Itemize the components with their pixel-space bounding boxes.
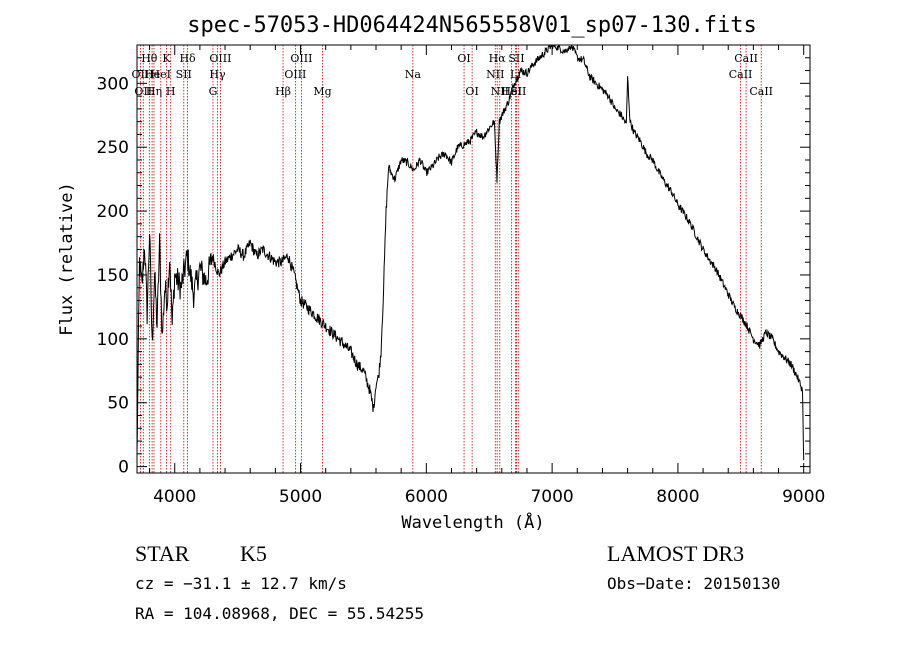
spectral-line-label: OIII <box>290 52 312 65</box>
y-tick-label: 50 <box>107 394 129 414</box>
obs-date: Obs−Date: 20150130 <box>607 574 780 593</box>
spectral-line-label: Hγ <box>209 68 226 81</box>
spectral-line-label: NII <box>491 85 509 98</box>
plot-frame <box>136 44 811 474</box>
y-tick-label: 250 <box>97 138 129 158</box>
spectral-line-label: Li <box>510 68 521 81</box>
x-tick-label: 5000 <box>279 487 322 507</box>
x-tick-label: 4000 <box>153 487 196 507</box>
spectral-line-labels: OIIOIIHθHeHηHeIKHSIIHδGHγOIIIHβOIIIOIIIM… <box>132 52 773 98</box>
object-subclass: K5 <box>240 541 267 566</box>
spectral-line-label: NII <box>486 68 504 81</box>
y-axis-ticks: 0 50 100 150 200 250 300 <box>97 57 810 478</box>
spectral-line-label: CaII <box>734 52 758 65</box>
spectral-line-label: OI <box>457 52 470 65</box>
x-axis-ticks: 4000 5000 6000 7000 8000 9000 <box>149 45 825 507</box>
y-tick-label: 300 <box>97 74 129 94</box>
chart-title: spec-57053-HD064424N565558V01_sp07-130.f… <box>187 13 757 38</box>
y-axis-label: Flux (relative) <box>57 182 77 336</box>
y-tick-label: 150 <box>97 266 129 286</box>
spectral-line-label: CaII <box>749 85 773 98</box>
y-tick-label: 200 <box>97 202 129 222</box>
spectral-line-label: Hθ <box>141 52 158 65</box>
y-tick-label: 0 <box>118 458 129 478</box>
spectral-line-label: CaII <box>729 68 753 81</box>
spectral-line-label: Na <box>405 68 422 81</box>
x-tick-label: 9000 <box>782 487 825 507</box>
spectral-line-label: HeI <box>151 68 171 81</box>
x-tick-label: 7000 <box>530 487 573 507</box>
spectral-line-label: H <box>166 85 176 98</box>
spectral-line-label: Mg <box>313 85 331 98</box>
spectral-line-label: SII <box>176 68 192 81</box>
spectral-line-label: He <box>144 68 160 81</box>
y-tick-label: 100 <box>97 330 129 350</box>
spectral-line-label: Hδ <box>179 52 196 65</box>
spectral-line-markers <box>139 45 762 473</box>
spectral-line-label: OII <box>132 68 150 81</box>
coordinates: RA = 104.08968, DEC = 55.54255 <box>135 604 424 623</box>
spectral-line-label: OII <box>134 85 152 98</box>
spectral-line-label: OI <box>465 85 478 98</box>
x-tick-label: 6000 <box>405 487 448 507</box>
spectral-line-label: OIII <box>284 68 306 81</box>
spectral-line-label: SII <box>508 52 524 65</box>
spectral-line-label: OIII <box>209 52 231 65</box>
redshift-info: cz = −31.1 ± 12.7 km/s <box>135 574 347 593</box>
spectral-line-label: Hη <box>146 85 162 98</box>
spectrum-series-line <box>136 44 805 461</box>
spectral-line-label: K <box>162 52 171 65</box>
x-axis-label: Wavelength (Å) <box>401 511 544 533</box>
spectral-line-label: Hβ <box>275 85 291 98</box>
survey-name: LAMOST DR3 <box>607 541 744 566</box>
spectral-line-label: Hα <box>489 52 507 65</box>
spectral-line-label: G <box>209 85 218 98</box>
x-tick-label: 8000 <box>656 487 699 507</box>
object-class: STAR <box>135 541 190 566</box>
